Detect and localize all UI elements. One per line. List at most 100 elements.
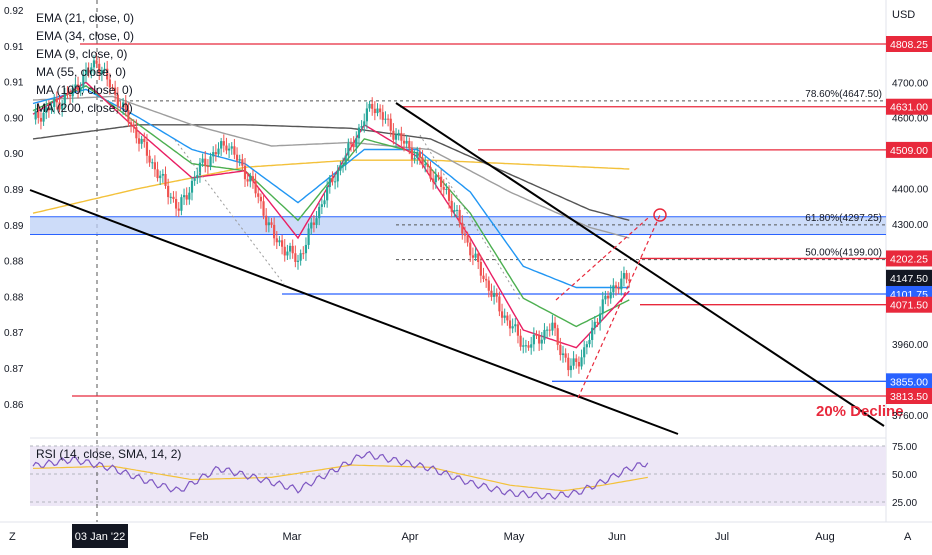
lower-channel-trendline[interactable] [29, 189, 679, 435]
candle-body [124, 102, 127, 111]
rsi-line[interactable] [32, 450, 649, 500]
candle-body [225, 145, 228, 151]
legend-ema9[interactable]: EMA (9, close, 0) [36, 47, 127, 61]
candle-body [103, 68, 106, 71]
candle-body [273, 224, 276, 239]
candle-body [87, 69, 90, 73]
price-tag-resistance[interactable]: 4071.50 [886, 296, 932, 313]
corner-left-button[interactable]: Z [9, 531, 16, 543]
candle-body [628, 279, 631, 281]
candle-body [424, 164, 427, 166]
ma200-line[interactable] [32, 159, 630, 214]
candle-body [84, 69, 88, 75]
ema9-line[interactable] [32, 81, 630, 349]
price-tag-resistance[interactable]: 3813.50 [886, 388, 932, 404]
support-resistance-zone[interactable] [30, 216, 886, 235]
ma55-line[interactable] [32, 95, 630, 239]
price-tag-resistance[interactable]: 4509.00 [886, 141, 932, 158]
candle-body [426, 164, 429, 167]
price-tag-bg [886, 141, 932, 158]
price-tag-resistance[interactable]: 4631.00 [886, 98, 932, 115]
time-axis-label: Jul [715, 531, 729, 543]
candle-body [259, 196, 262, 202]
candle-body [299, 253, 302, 261]
candle-body [556, 328, 559, 345]
price-tag-bg [886, 36, 932, 52]
price-tag-label: 4147.50 [890, 273, 928, 285]
candle-body [304, 244, 308, 254]
rsi-axis-tick: 25.00 [892, 498, 917, 509]
candle-body [429, 166, 432, 179]
candle-body [371, 103, 374, 109]
candle-body [198, 162, 202, 176]
candle-body [246, 179, 249, 182]
ema34-line[interactable] [32, 88, 630, 289]
candle-body [114, 87, 117, 95]
rsi-legend[interactable]: RSI (14, close, SMA, 14, 2) [36, 447, 181, 461]
candle-body [156, 169, 159, 179]
candle-body [74, 84, 77, 88]
legend-ema21[interactable]: EMA (21, close, 0) [36, 11, 134, 25]
price-tag-label: 3813.50 [890, 391, 928, 403]
legend-ma100[interactable]: MA (100, close, 0) [36, 83, 133, 97]
candle-body [389, 118, 392, 131]
price-tag-label: 3855.00 [890, 376, 928, 388]
candle-body [408, 140, 411, 149]
rising-channel-lower[interactable] [577, 214, 661, 399]
price-tag-last[interactable]: 4147.50 [886, 269, 932, 286]
candle-body [495, 293, 498, 297]
candle-body [622, 273, 626, 279]
corner-right-button[interactable]: A [904, 531, 912, 543]
candle-body [508, 320, 512, 329]
candle-body [575, 358, 578, 362]
candle-body [341, 164, 345, 166]
candle-body [270, 222, 273, 225]
price-tag-bg [886, 98, 932, 115]
candle-body [212, 152, 215, 157]
fib-label-1: 61.80%(4297.25) [805, 213, 882, 224]
candle-body [283, 246, 286, 256]
candle-body [546, 329, 549, 331]
candle-body [140, 138, 143, 144]
candle-body [519, 335, 522, 347]
ema21-line[interactable] [32, 84, 630, 328]
target-circle[interactable] [653, 208, 667, 222]
candle-body [535, 334, 538, 336]
trendlines-layer [29, 102, 885, 435]
candle-body [511, 326, 514, 329]
legend-ema34[interactable]: EMA (34, close, 0) [36, 29, 134, 43]
candle-body [122, 102, 125, 108]
candle-body [599, 313, 602, 323]
indicator-legend[interactable]: EMA (21, close, 0) EMA (34, close, 0) EM… [36, 11, 134, 115]
descending-resistance-trendline[interactable] [395, 102, 885, 427]
candle-body [572, 358, 575, 366]
price-tag-bg [886, 250, 932, 267]
candle-body [416, 152, 419, 158]
legend-ma55[interactable]: MA (55, close, 0) [36, 65, 126, 79]
left-axis-tick: 0.89 [4, 221, 24, 232]
candle-body [82, 74, 85, 88]
legend-ma200[interactable]: MA (200, close, 0) [36, 101, 133, 115]
price-tag-resistance[interactable]: 4202.25 [886, 250, 932, 267]
candle-body [577, 361, 580, 367]
time-axis-label: May [504, 531, 525, 543]
candle-body [228, 148, 231, 151]
candle-body [569, 365, 573, 371]
left-axis-tick: 0.86 [4, 400, 24, 411]
price-tag-label: 4509.00 [890, 145, 928, 157]
candle-body [469, 242, 472, 256]
candle-body [601, 299, 604, 314]
candle-body [440, 176, 443, 187]
right-axis-tick: 3960.00 [892, 340, 929, 351]
price-tag-label: 4808.25 [890, 39, 928, 51]
candle-body [384, 118, 387, 120]
price-tag-support[interactable]: 3855.00 [886, 373, 932, 390]
price-tag-resistance[interactable]: 4808.25 [886, 36, 932, 52]
candle-body [559, 344, 562, 356]
candle-body [172, 196, 175, 199]
candle-body [487, 280, 490, 291]
candle-body [540, 339, 543, 344]
candle-body [106, 68, 109, 80]
candle-body [538, 335, 541, 344]
